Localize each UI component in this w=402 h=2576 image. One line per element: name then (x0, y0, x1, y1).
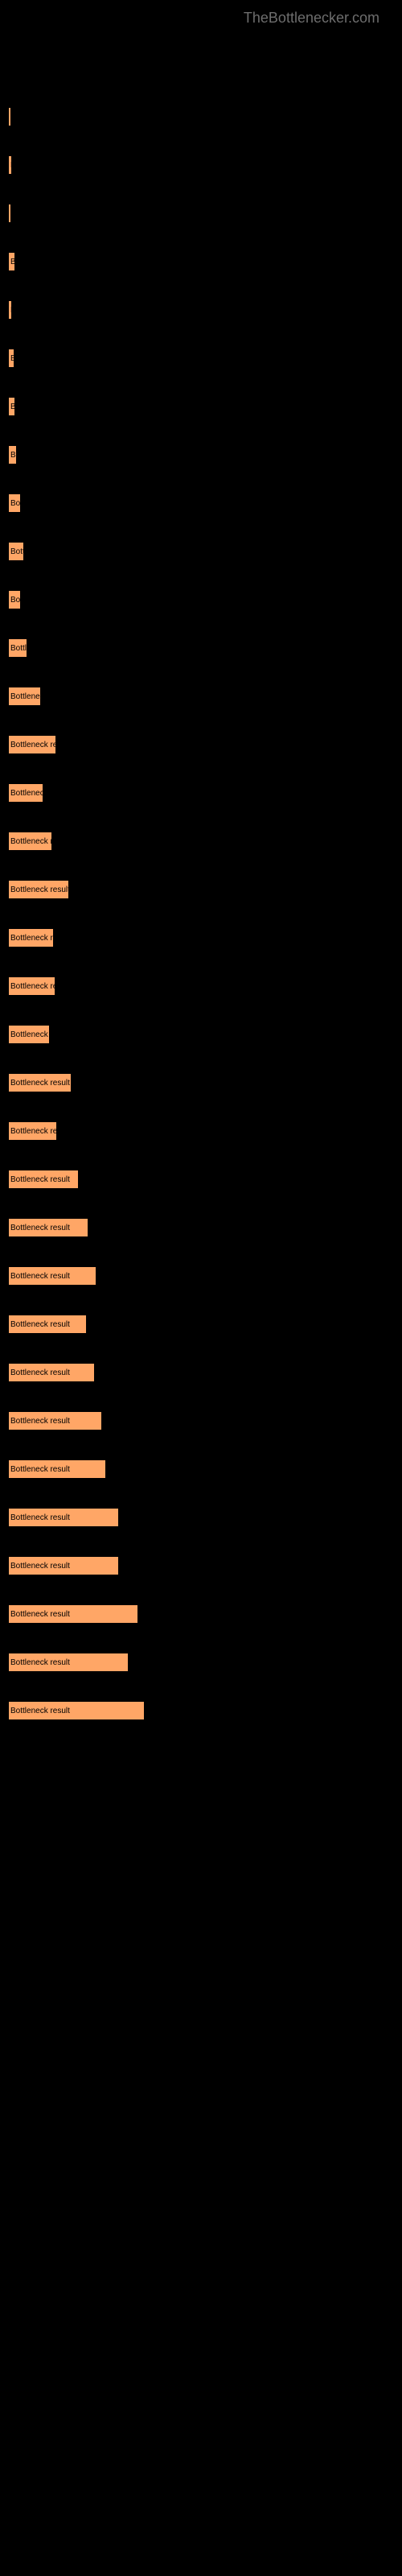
bar: Bottleneck result (8, 1411, 102, 1430)
bar-row: Bottleneck result (8, 1315, 396, 1334)
bar-row: Bottleneck result (8, 1556, 396, 1575)
bar: Bottleneck result (8, 1121, 57, 1141)
bar-row: Bottleneck result (8, 300, 396, 320)
bar: Bottleneck result (8, 107, 11, 126)
bar: Bottleneck result (8, 1218, 88, 1237)
bar: Bottleneck result (8, 1363, 95, 1382)
bar: Bottleneck result (8, 542, 24, 561)
bar: Bottleneck result (8, 1266, 96, 1286)
bar-row: Bottleneck result (8, 349, 396, 368)
bar-row: Bottleneck result (8, 1073, 396, 1092)
bar: Bottleneck result (8, 880, 69, 899)
bar-row: Bottleneck result (8, 1170, 396, 1189)
bar: Bottleneck result (8, 638, 27, 658)
bar: Bottleneck result (8, 252, 15, 271)
bar: Bottleneck result (8, 300, 12, 320)
bar-row: Bottleneck result (8, 880, 396, 899)
bar-row: Bottleneck result (8, 107, 396, 126)
bar: Bottleneck result (8, 1025, 50, 1044)
bar-row: Bottleneck result (8, 638, 396, 658)
bar-row: Bottleneck result (8, 1459, 396, 1479)
bar: Bottleneck result (8, 1556, 119, 1575)
bar: Bottleneck result (8, 1459, 106, 1479)
bar: Bottleneck result (8, 832, 52, 851)
bar: Bottleneck result (8, 783, 43, 803)
bar-row: Bottleneck result (8, 1411, 396, 1430)
bar-row: Bottleneck result (8, 1701, 396, 1720)
bar-row: Bottleneck result (8, 976, 396, 996)
bar-row: Bottleneck result (8, 1121, 396, 1141)
bar: Bottleneck result (8, 687, 41, 706)
bar: Bottleneck result (8, 976, 55, 996)
bar-row: Bottleneck result (8, 397, 396, 416)
bar: Bottleneck result (8, 1604, 138, 1624)
watermark-text: TheBottlenecker.com (6, 6, 396, 27)
bar-row: Bottleneck result (8, 493, 396, 513)
bar-row: Bottleneck result (8, 928, 396, 947)
bar: Bottleneck result (8, 349, 14, 368)
bar-row: Bottleneck result (8, 1218, 396, 1237)
bar: Bottleneck result (8, 1701, 145, 1720)
bar: Bottleneck result (8, 493, 21, 513)
bar: Bottleneck result (8, 204, 11, 223)
bar-row: Bottleneck result (8, 155, 396, 175)
bar: Bottleneck result (8, 1170, 79, 1189)
bar-row: Bottleneck result (8, 1025, 396, 1044)
bar-row: Bottleneck result (8, 204, 396, 223)
bar: Bottleneck result (8, 1653, 129, 1672)
bar-row: Bottleneck result (8, 445, 396, 464)
bar-row: Bottleneck result (8, 252, 396, 271)
bar-row: Bottleneck result (8, 542, 396, 561)
bar-chart: Bottleneck result Bottleneck result Bottle… (6, 107, 396, 1720)
bar-row: Bottleneck result (8, 1266, 396, 1286)
bar: Bottleneck result (8, 590, 21, 609)
bar-row: Bottleneck result (8, 1363, 396, 1382)
bar-row: Bottleneck result (8, 735, 396, 754)
bar-row: Bottleneck result (8, 1604, 396, 1624)
bar-row: Bottleneck result (8, 590, 396, 609)
bar: Bottleneck result (8, 735, 56, 754)
bar-row: Bottleneck result (8, 832, 396, 851)
bar-row: Bottleneck result (8, 1508, 396, 1527)
bar-row: Bottleneck result (8, 783, 396, 803)
bar: Bottleneck result (8, 1315, 87, 1334)
bar: Bottleneck result (8, 397, 15, 416)
bar: Bottleneck result (8, 1508, 119, 1527)
bar: Bottleneck result (8, 1073, 72, 1092)
bar: Bottleneck result (8, 155, 12, 175)
bar: Bottleneck result (8, 445, 17, 464)
bar-row: Bottleneck result (8, 687, 396, 706)
bar: Bottleneck result (8, 928, 54, 947)
bar-row: Bottleneck result (8, 1653, 396, 1672)
